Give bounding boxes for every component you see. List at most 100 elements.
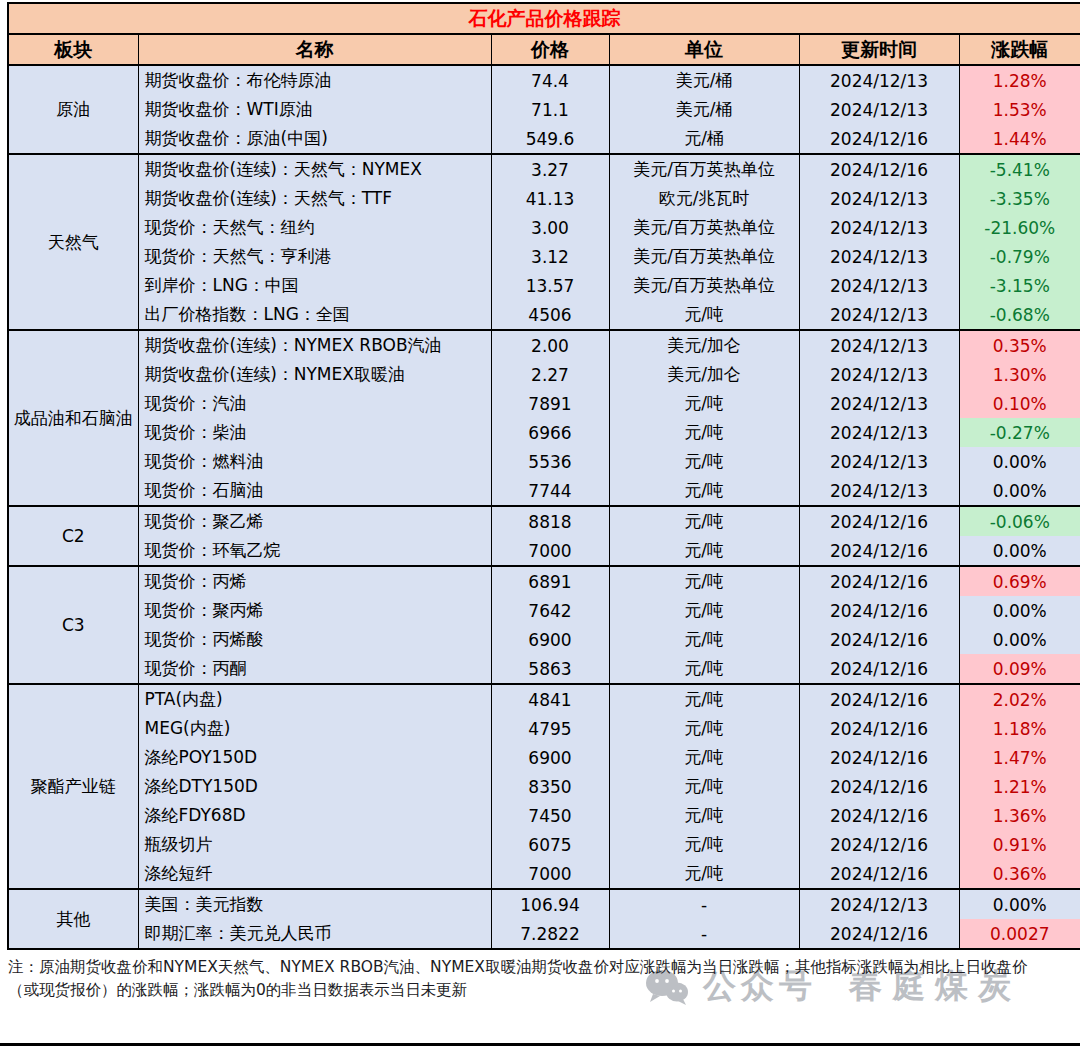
unit-cell: 美元/桶	[609, 95, 799, 124]
section-label: 天然气	[8, 154, 138, 330]
table-row: 期货收盘价(连续)：天然气：TTF41.13欧元/兆瓦时2024/12/13-3…	[8, 184, 1080, 213]
change-percent-cell: 1.47%	[959, 743, 1080, 772]
name-cell: 现货价：柴油	[138, 418, 491, 447]
update-date-cell: 2024/12/16	[799, 654, 959, 684]
table-row: 原油期货收盘价：布伦特原油74.4美元/桶2024/12/131.28%	[8, 65, 1080, 95]
price-cell: 41.13	[491, 184, 609, 213]
unit-cell: 美元/百万英热单位	[609, 242, 799, 271]
table-row: 现货价：燃料油5536元/吨2024/12/130.00%	[8, 447, 1080, 476]
price-cell: 4841	[491, 684, 609, 714]
price-cell: 2.27	[491, 360, 609, 389]
unit-cell: 元/桶	[609, 124, 799, 154]
unit-cell: 元/吨	[609, 801, 799, 830]
table-row: 现货价：天然气：亨利港3.12美元/百万英热单位2024/12/13-0.79%	[8, 242, 1080, 271]
unit-cell: 欧元/兆瓦时	[609, 184, 799, 213]
unit-cell: 美元/加仑	[609, 360, 799, 389]
table-row: 期货收盘价(连续)：NYMEX取暖油2.27美元/加仑2024/12/131.3…	[8, 360, 1080, 389]
change-percent-cell: 1.44%	[959, 124, 1080, 154]
update-date-cell: 2024/12/13	[799, 65, 959, 95]
table-row: 期货收盘价：WTI原油71.1美元/桶2024/12/131.53%	[8, 95, 1080, 124]
update-date-cell: 2024/12/16	[799, 154, 959, 184]
unit-cell: 元/吨	[609, 536, 799, 566]
unit-cell: 美元/桶	[609, 65, 799, 95]
unit-cell: 元/吨	[609, 714, 799, 743]
update-date-cell: 2024/12/16	[799, 506, 959, 536]
footnote: 注：原油期货收盘价和NYMEX天然气、NYMEX RBOB汽油、NYMEX取暖油…	[8, 956, 1070, 1002]
unit-cell: 元/吨	[609, 389, 799, 418]
unit-cell: 元/吨	[609, 447, 799, 476]
change-percent-cell: -0.68%	[959, 300, 1080, 330]
price-cell: 6900	[491, 743, 609, 772]
section-label: 其他	[8, 889, 138, 949]
change-percent-cell: -3.15%	[959, 271, 1080, 300]
price-cell: 6891	[491, 566, 609, 596]
update-date-cell: 2024/12/16	[799, 566, 959, 596]
change-percent-cell: 0.00%	[959, 625, 1080, 654]
table-row: C3现货价：丙烯6891元/吨2024/12/160.69%	[8, 566, 1080, 596]
table-row: 涤纶FDY68D7450元/吨2024/12/161.36%	[8, 801, 1080, 830]
price-cell: 6075	[491, 830, 609, 859]
change-percent-cell: 0.00%	[959, 596, 1080, 625]
update-date-cell: 2024/12/16	[799, 743, 959, 772]
update-date-cell: 2024/12/13	[799, 418, 959, 447]
unit-cell: 元/吨	[609, 596, 799, 625]
update-date-cell: 2024/12/13	[799, 95, 959, 124]
update-date-cell: 2024/12/13	[799, 184, 959, 213]
name-cell: 涤纶FDY68D	[138, 801, 491, 830]
change-percent-cell: -5.41%	[959, 154, 1080, 184]
unit-cell: 美元/百万英热单位	[609, 271, 799, 300]
price-cell: 74.4	[491, 65, 609, 95]
price-cell: 4506	[491, 300, 609, 330]
table-row: 现货价：汽油7891元/吨2024/12/130.10%	[8, 389, 1080, 418]
name-cell: 涤纶DTY150D	[138, 772, 491, 801]
update-date-cell: 2024/12/16	[799, 625, 959, 654]
price-cell: 7891	[491, 389, 609, 418]
column-header-change: 涨跌幅	[959, 34, 1080, 65]
update-date-cell: 2024/12/16	[799, 124, 959, 154]
update-date-cell: 2024/12/13	[799, 476, 959, 506]
unit-cell: 元/吨	[609, 654, 799, 684]
change-percent-cell: 0.00%	[959, 889, 1080, 919]
table-row: 成品油和石脑油期货收盘价(连续)：NYMEX RBOB汽油2.00美元/加仑20…	[8, 330, 1080, 360]
unit-cell: 美元/百万英热单位	[609, 154, 799, 184]
name-cell: 现货价：丙烯酸	[138, 625, 491, 654]
change-percent-cell: 1.30%	[959, 360, 1080, 389]
name-cell: 现货价：天然气：亨利港	[138, 242, 491, 271]
table-row: 出厂价格指数：LNG：全国4506元/吨2024/12/13-0.68%	[8, 300, 1080, 330]
price-cell: 8818	[491, 506, 609, 536]
section-label: C2	[8, 506, 138, 566]
table-row: 现货价：丙烯酸6900元/吨2024/12/160.00%	[8, 625, 1080, 654]
unit-cell: 元/吨	[609, 418, 799, 447]
column-header-unit: 单位	[609, 34, 799, 65]
change-percent-cell: 1.18%	[959, 714, 1080, 743]
update-date-cell: 2024/12/13	[799, 447, 959, 476]
table-row: 涤纶短纤7000元/吨2024/12/160.36%	[8, 859, 1080, 889]
price-cell: 4795	[491, 714, 609, 743]
section-label: 聚酯产业链	[8, 684, 138, 889]
unit-cell: 元/吨	[609, 772, 799, 801]
page-title: 石化产品价格跟踪	[8, 3, 1080, 34]
name-cell: 现货价：丙烯	[138, 566, 491, 596]
price-cell: 7450	[491, 801, 609, 830]
table-row: 现货价：柴油6966元/吨2024/12/13-0.27%	[8, 418, 1080, 447]
change-percent-cell: 0.00%	[959, 476, 1080, 506]
name-cell: 期货收盘价(连续)：NYMEX RBOB汽油	[138, 330, 491, 360]
column-header-date: 更新时间	[799, 34, 959, 65]
update-date-cell: 2024/12/13	[799, 330, 959, 360]
name-cell: 期货收盘价：布伦特原油	[138, 65, 491, 95]
footnote-line-2: （或现货报价）的涨跌幅；涨跌幅为0的非当日数据表示当日未更新	[8, 979, 1070, 1002]
name-cell: 期货收盘价：WTI原油	[138, 95, 491, 124]
name-cell: 现货价：燃料油	[138, 447, 491, 476]
update-date-cell: 2024/12/13	[799, 360, 959, 389]
change-percent-cell: 1.21%	[959, 772, 1080, 801]
change-percent-cell: 0.10%	[959, 389, 1080, 418]
unit-cell: 元/吨	[609, 743, 799, 772]
table-row: 涤纶DTY150D8350元/吨2024/12/161.21%	[8, 772, 1080, 801]
update-date-cell: 2024/12/13	[799, 213, 959, 242]
update-date-cell: 2024/12/16	[799, 830, 959, 859]
update-date-cell: 2024/12/13	[799, 389, 959, 418]
update-date-cell: 2024/12/16	[799, 714, 959, 743]
name-cell: PTA(内盘)	[138, 684, 491, 714]
column-header-sector: 板块	[8, 34, 138, 65]
section-label: 成品油和石脑油	[8, 330, 138, 506]
